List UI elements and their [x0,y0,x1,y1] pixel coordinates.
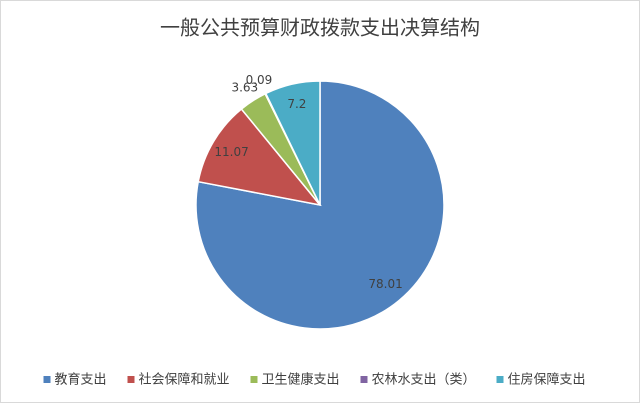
data-label: 3.63 [231,81,258,95]
data-label: 0.09 [246,73,273,87]
legend-label: 住房保障支出 [508,372,586,388]
legend-label: 农林水支出（类） [372,373,476,388]
legend-label: 卫生健康支出 [262,372,340,388]
data-label: 11.07 [214,145,248,159]
legend-swatch [43,376,51,383]
data-label: 78.01 [368,277,402,291]
chart-title: 一般公共预算财政拨款支出决算结构 [160,16,480,40]
data-label: 7.2 [287,97,306,111]
legend-swatch [360,376,368,383]
legend-label: 教育支出 [55,372,107,388]
pie-slice [197,108,322,207]
legend-swatch [250,376,258,383]
legend-label: 社会保障和就业 [139,372,230,388]
pie-slice [264,80,321,206]
legend-swatch [496,376,504,383]
legend-swatch [127,376,135,383]
